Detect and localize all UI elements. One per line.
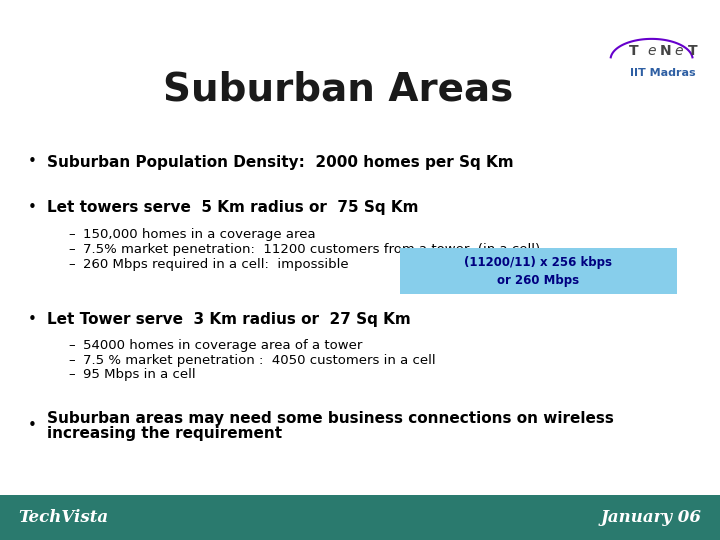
Text: –: – (68, 258, 76, 271)
Text: N: N (660, 44, 671, 58)
Text: e: e (647, 44, 656, 58)
Text: Let towers serve  5 Km radius or  75 Sq Km: Let towers serve 5 Km radius or 75 Sq Km (47, 200, 418, 215)
Text: January 06: January 06 (601, 509, 702, 526)
Text: 260 Mbps required in a cell:  impossible: 260 Mbps required in a cell: impossible (83, 258, 348, 271)
Text: 95 Mbps in a cell: 95 Mbps in a cell (83, 368, 195, 381)
Text: •: • (28, 418, 37, 433)
Text: –: – (68, 339, 76, 352)
Text: Suburban Areas: Suburban Areas (163, 70, 513, 108)
Text: increasing the requirement: increasing the requirement (47, 426, 282, 441)
Text: e: e (675, 44, 683, 58)
Text: •: • (28, 200, 37, 215)
Text: Let Tower serve  3 Km radius or  27 Sq Km: Let Tower serve 3 Km radius or 27 Sq Km (47, 312, 410, 327)
Text: 7.5% market penetration:  11200 customers from a tower  (in a cell): 7.5% market penetration: 11200 customers… (83, 243, 540, 256)
Text: Suburban Population Density:  2000 homes per Sq Km: Suburban Population Density: 2000 homes … (47, 154, 513, 170)
Text: •: • (28, 154, 37, 170)
Text: –: – (68, 228, 76, 241)
Text: T: T (629, 44, 639, 58)
Text: Suburban areas may need some business connections on wireless: Suburban areas may need some business co… (47, 411, 613, 426)
Text: –: – (68, 243, 76, 256)
Text: 7.5 % market penetration :  4050 customers in a cell: 7.5 % market penetration : 4050 customer… (83, 354, 436, 367)
Text: TechVista: TechVista (18, 509, 108, 526)
Text: T: T (688, 44, 698, 58)
Text: (11200/11) x 256 kbps
or 260 Mbps: (11200/11) x 256 kbps or 260 Mbps (464, 256, 612, 287)
Text: –: – (68, 354, 76, 367)
Text: IIT Madras: IIT Madras (630, 68, 696, 78)
Text: 150,000 homes in a coverage area: 150,000 homes in a coverage area (83, 228, 315, 241)
Text: 54000 homes in coverage area of a tower: 54000 homes in coverage area of a tower (83, 339, 362, 352)
Text: •: • (28, 312, 37, 327)
Text: –: – (68, 368, 76, 381)
